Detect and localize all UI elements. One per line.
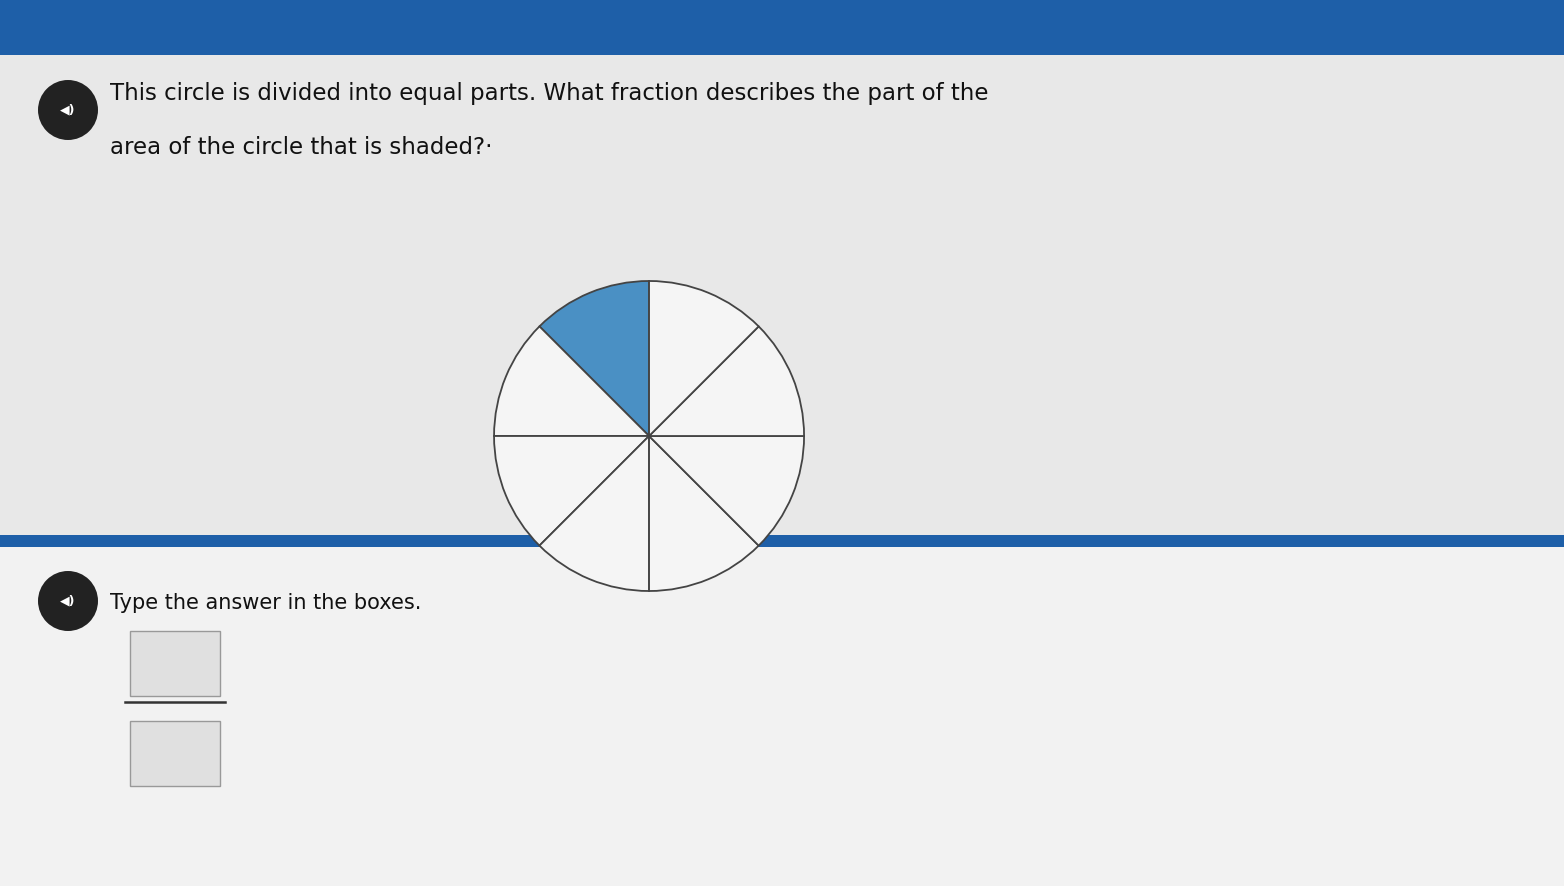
FancyBboxPatch shape	[0, 534, 1564, 548]
FancyBboxPatch shape	[0, 55, 1564, 541]
FancyBboxPatch shape	[0, 0, 1564, 55]
Circle shape	[38, 571, 99, 631]
Wedge shape	[649, 281, 759, 436]
Text: This circle is divided into equal parts. What fraction describes the part of the: This circle is divided into equal parts.…	[109, 82, 988, 105]
FancyBboxPatch shape	[0, 541, 1564, 886]
Wedge shape	[649, 436, 804, 546]
Wedge shape	[540, 436, 649, 591]
Wedge shape	[540, 281, 649, 436]
Wedge shape	[494, 436, 649, 546]
Circle shape	[38, 80, 99, 140]
Wedge shape	[649, 326, 804, 436]
Text: ◀): ◀)	[61, 595, 75, 608]
Text: area of the circle that is shaded?·: area of the circle that is shaded?·	[109, 136, 493, 159]
FancyBboxPatch shape	[130, 631, 221, 696]
Wedge shape	[494, 326, 649, 436]
Text: Type the answer in the boxes.: Type the answer in the boxes.	[109, 593, 421, 613]
FancyBboxPatch shape	[130, 721, 221, 786]
Wedge shape	[649, 436, 759, 591]
Text: ◀): ◀)	[61, 104, 75, 116]
